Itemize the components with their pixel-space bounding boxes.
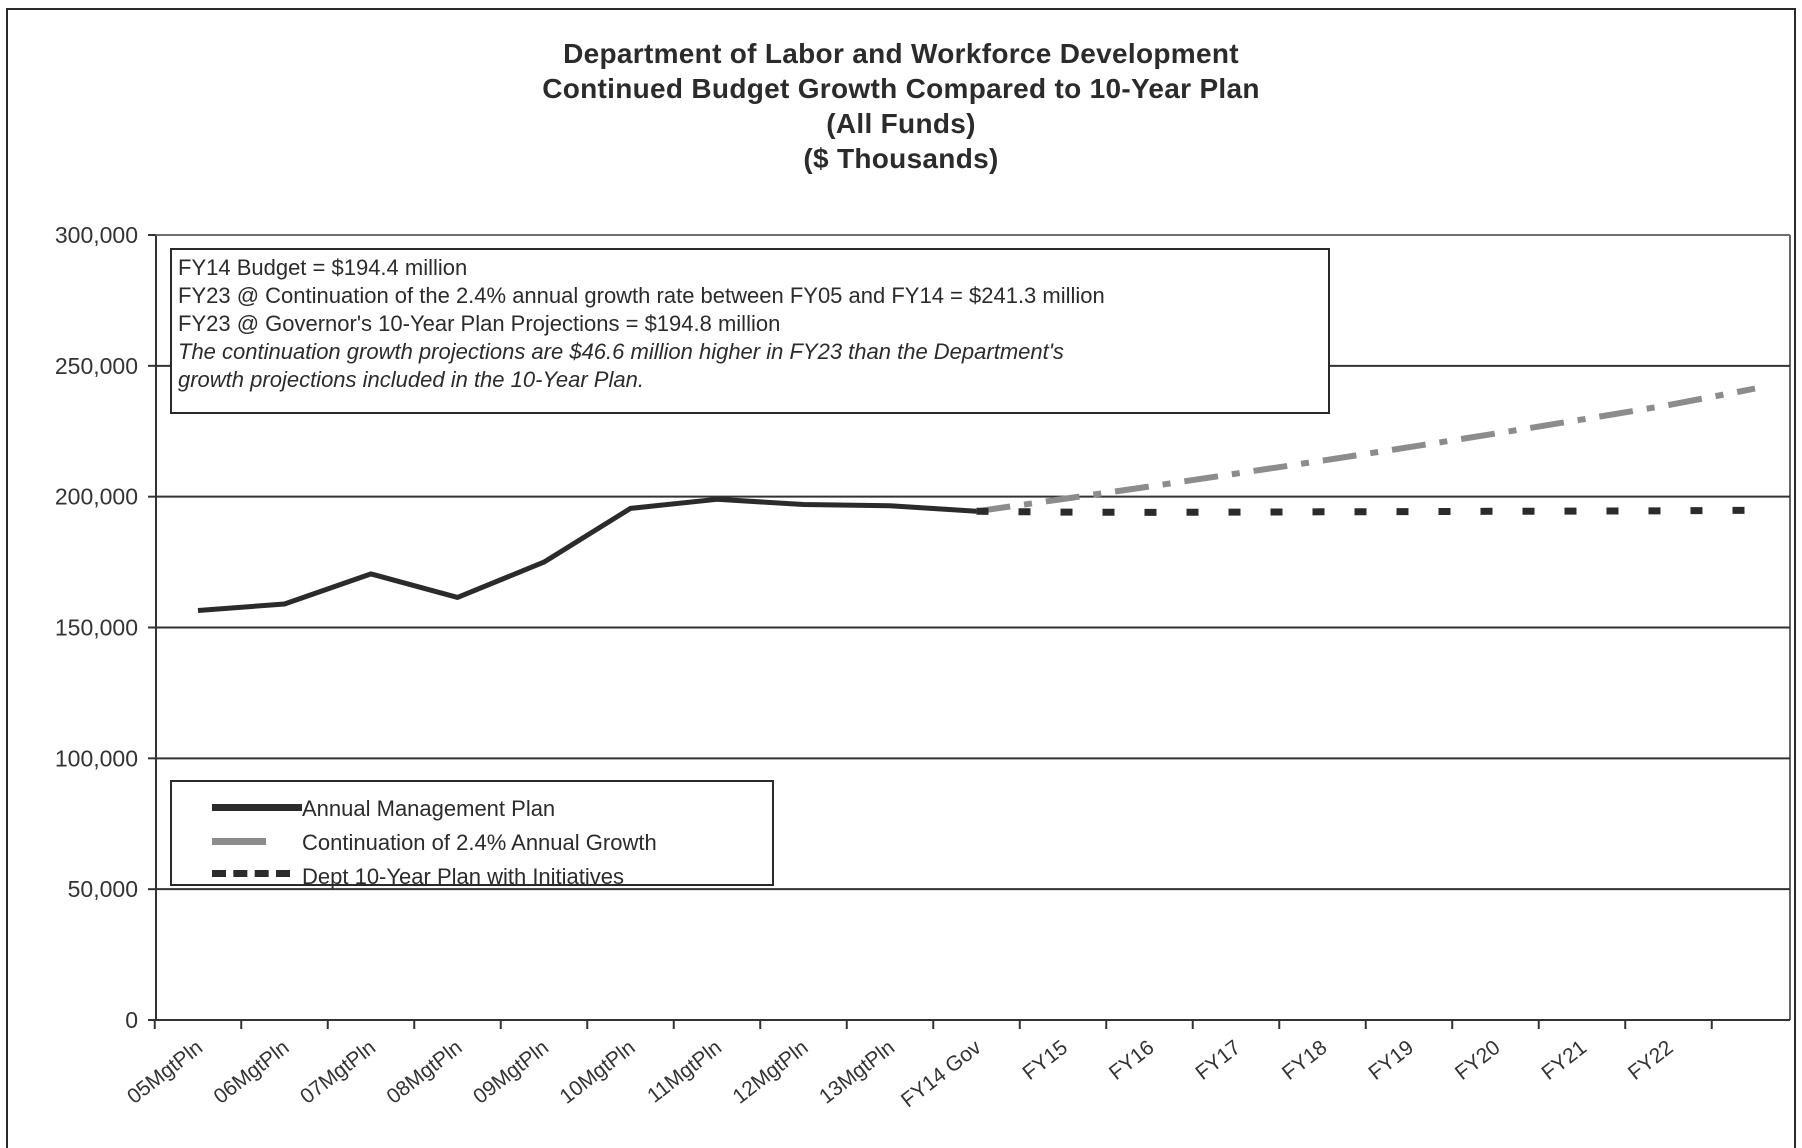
series-line-2 xyxy=(976,506,1756,516)
annotation-italic-line-2: growth projections included in the 10-Ye… xyxy=(178,367,644,392)
x-tick-label: FY19 xyxy=(1364,1036,1418,1085)
annotation-italic-line-1: The continuation growth projections are … xyxy=(178,339,1064,364)
legend-swatch-solid xyxy=(212,804,302,811)
y-axis-ticks: 0 50,000 100,000 150,000 200,000 250,000 300,0… xyxy=(55,222,156,1033)
y-tick-label: 300,000 xyxy=(55,222,138,248)
title-line-3: (All Funds) xyxy=(826,108,976,139)
y-tick-label: 250,000 xyxy=(55,353,138,379)
series-line-1 xyxy=(976,385,1756,515)
legend-item-annual-management-plan: Annual Management Plan xyxy=(172,794,772,824)
x-axis-ticks: 05MgtPln 06MgtPln 07MgtPln 08MgtPln 09MgtPln… xyxy=(123,1020,1713,1113)
legend: Annual Management Plan Continuation of 2… xyxy=(170,780,774,889)
legend-swatch-dash-dot xyxy=(212,838,266,845)
x-tick-label: FY14 Gov xyxy=(897,1036,986,1113)
legend-label: Annual Management Plan xyxy=(302,796,556,821)
title-line-2: Continued Budget Growth Compared to 10-Y… xyxy=(542,73,1260,104)
x-tick-label: FY15 xyxy=(1018,1036,1072,1085)
y-tick-label: 100,000 xyxy=(55,745,138,771)
x-tick-label: FY18 xyxy=(1278,1036,1332,1085)
x-tick-label: FY20 xyxy=(1451,1036,1505,1085)
x-tick-label: 10MgtPln xyxy=(556,1036,640,1109)
annotation-line-1: FY14 Budget = $194.4 million xyxy=(178,255,468,280)
title-line-1: Department of Labor and Workforce Develo… xyxy=(563,38,1239,69)
annotation-line-3: FY23 @ Governor's 10-Year Plan Projectio… xyxy=(178,311,781,336)
x-tick-label: FY21 xyxy=(1537,1036,1591,1085)
chart-frame xyxy=(6,8,1796,1148)
legend-item-continuation-growth: Continuation of 2.4% Annual Growth xyxy=(172,828,772,858)
x-tick-label: 09MgtPln xyxy=(469,1036,553,1109)
legend-swatch-dashed xyxy=(212,870,290,877)
series-line-0 xyxy=(197,496,977,613)
x-tick-label: FY22 xyxy=(1624,1036,1678,1085)
legend-label: Dept 10-Year Plan with Initiatives xyxy=(302,864,625,889)
y-tick-label: 0 xyxy=(125,1007,138,1033)
x-tick-label: 07MgtPln xyxy=(296,1036,380,1109)
x-tick-label: 12MgtPln xyxy=(729,1036,813,1109)
y-tick-label: 150,000 xyxy=(55,615,138,641)
annotation-box: FY14 Budget = $194.4 million FY23 @ Cont… xyxy=(170,248,1330,414)
series-lines xyxy=(197,385,1756,613)
x-tick-label: FY16 xyxy=(1105,1036,1159,1085)
chart-title: Department of Labor and Workforce Develo… xyxy=(0,36,1802,176)
title-line-4: ($ Thousands) xyxy=(803,143,999,174)
x-tick-label: 08MgtPln xyxy=(383,1036,467,1109)
x-tick-label: 11MgtPln xyxy=(643,1036,726,1108)
legend-item-dept-10-year-plan: Dept 10-Year Plan with Initiatives xyxy=(172,862,772,892)
annotation-line-2: FY23 @ Continuation of the 2.4% annual g… xyxy=(178,283,1105,308)
x-tick-label: 05MgtPln xyxy=(123,1036,207,1109)
x-tick-label: FY17 xyxy=(1191,1036,1245,1085)
x-tick-label: 13MgtPln xyxy=(815,1036,899,1109)
y-tick-label: 200,000 xyxy=(55,484,138,510)
x-tick-label: 06MgtPln xyxy=(210,1036,294,1109)
y-tick-label: 50,000 xyxy=(68,876,138,902)
legend-label: Continuation of 2.4% Annual Growth xyxy=(302,830,657,855)
